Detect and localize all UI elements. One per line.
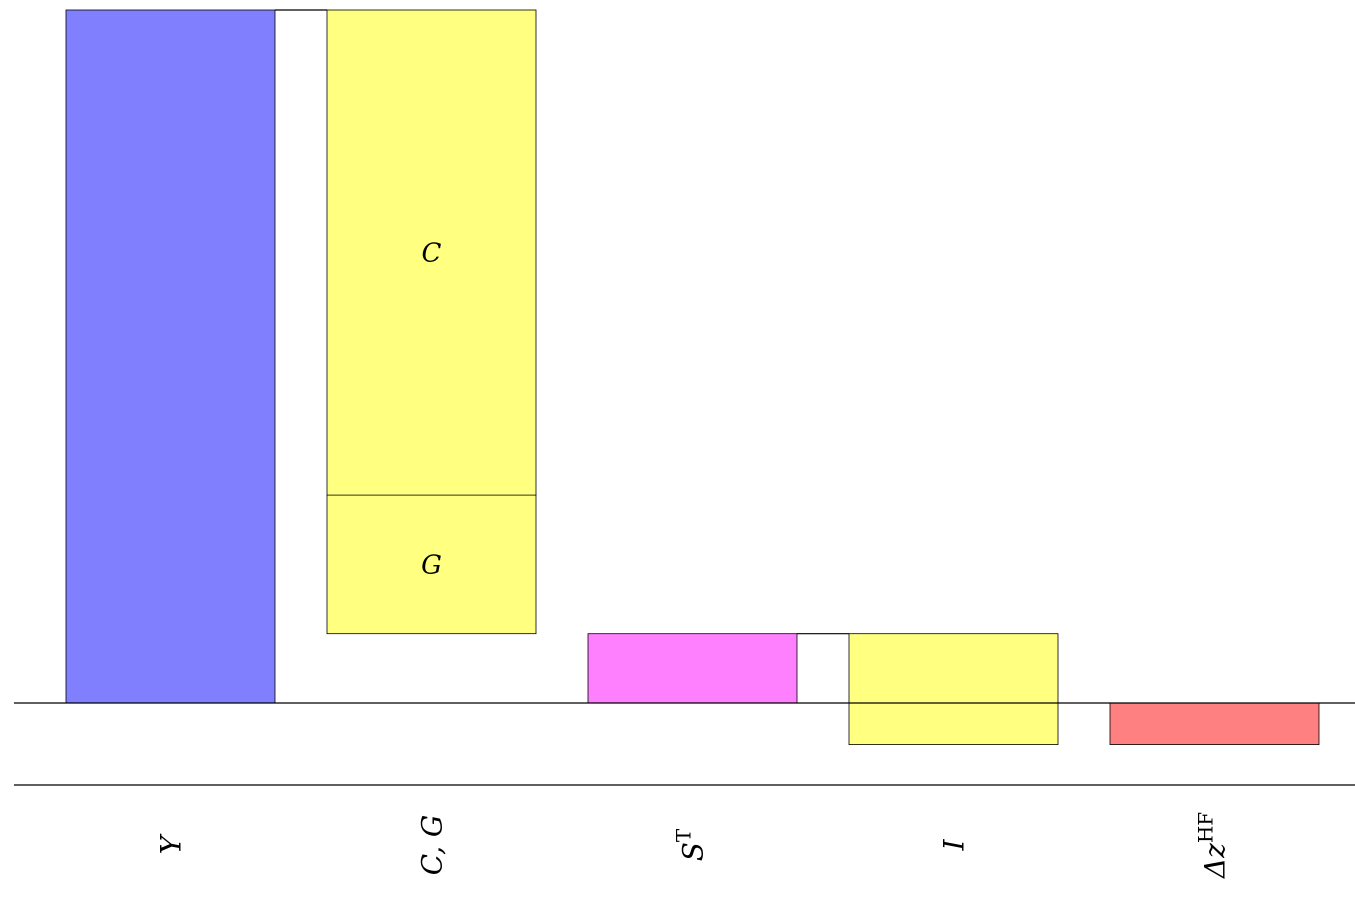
tick-label-text: Y xyxy=(155,833,188,854)
tick-label-text: ST xyxy=(672,828,710,861)
tick-label: ST xyxy=(672,828,710,861)
segment-label-c: C xyxy=(422,239,442,269)
tick-label-text: ΔzHF xyxy=(1194,812,1232,879)
tick-label-text: C, G xyxy=(416,815,449,876)
segment-label-g: G xyxy=(421,550,442,580)
bar-y xyxy=(65,9,276,704)
bar-segment-c xyxy=(326,9,537,496)
bar-s-t xyxy=(587,633,798,704)
bar-segment-g xyxy=(326,494,537,635)
bars-layer xyxy=(65,9,1320,745)
tick-label: Y xyxy=(155,833,188,854)
lines-layer xyxy=(14,9,1355,786)
tick-label: I xyxy=(938,839,971,852)
bar-i xyxy=(848,633,1059,745)
tick-label: C, G xyxy=(416,815,449,876)
tick-label: ΔzHF xyxy=(1194,812,1232,879)
tick-label-text: I xyxy=(938,839,971,852)
bar-z-hf xyxy=(1109,702,1320,745)
labels-layer: G C Y C, G ST I ΔzHF xyxy=(155,239,1232,880)
